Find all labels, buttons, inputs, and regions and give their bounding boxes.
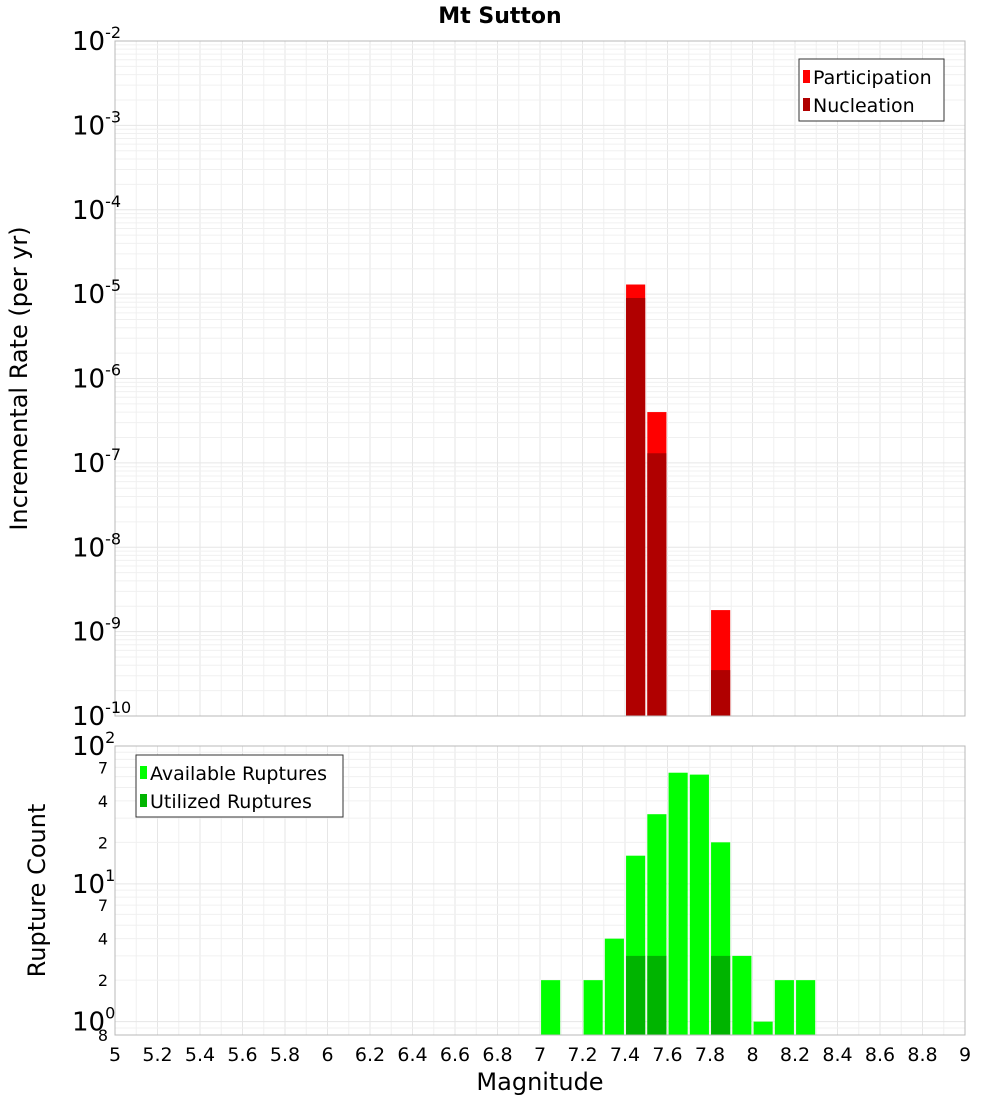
x-tick-label: 6 xyxy=(321,1044,333,1066)
y-tick-label: 10-3 xyxy=(72,107,121,141)
legend-entry: Available Ruptures xyxy=(150,763,327,785)
x-tick-label: 7 xyxy=(534,1044,546,1066)
y-tick-label: 10-6 xyxy=(72,361,121,395)
y-tick-label: 10-10 xyxy=(72,698,131,732)
bar-utilized-ruptures xyxy=(711,955,731,1035)
y-minor-tick-label: 2 xyxy=(98,971,108,990)
y-minor-tick-label: 4 xyxy=(98,930,108,949)
legend-swatch xyxy=(140,766,147,779)
x-tick-label: 8.2 xyxy=(780,1044,810,1066)
x-tick-label: 5.4 xyxy=(185,1044,215,1066)
x-tick-label: 9 xyxy=(959,1044,971,1066)
y-tick-label: 10-5 xyxy=(72,276,121,310)
legend-entry: Participation xyxy=(813,67,932,89)
y-tick-label: 10-4 xyxy=(72,192,121,226)
legend-swatch xyxy=(140,794,147,807)
x-tick-label: 8.4 xyxy=(822,1044,852,1066)
bar-nucleation xyxy=(711,670,731,716)
x-tick-label: 7.6 xyxy=(652,1044,682,1066)
y-tick-label: 101 xyxy=(72,866,115,900)
x-tick-label: 5.8 xyxy=(270,1044,300,1066)
y-minor-tick-label: 8 xyxy=(98,1026,108,1045)
bar-available-ruptures xyxy=(541,980,561,1035)
x-tick-label: 5.2 xyxy=(142,1044,172,1066)
bottom-plot-frame xyxy=(114,745,966,1036)
bar-available-ruptures xyxy=(604,938,624,1035)
x-tick-label: 7.4 xyxy=(610,1044,640,1066)
top-plot-frame xyxy=(114,40,966,717)
x-tick-label: 6.8 xyxy=(482,1044,512,1066)
y-minor-tick-label: 7 xyxy=(98,758,108,777)
x-tick-label: 5 xyxy=(109,1044,121,1066)
x-tick-label: 6.6 xyxy=(440,1044,470,1066)
x-tick-label: 8.8 xyxy=(907,1044,937,1066)
bottom-y-axis-label: Rupture Count xyxy=(23,804,51,978)
bar-available-ruptures xyxy=(668,772,688,1035)
x-tick-label: 8 xyxy=(746,1044,758,1066)
chart-title: Mt Sutton xyxy=(438,4,561,29)
legend-swatch xyxy=(803,98,810,111)
bar-nucleation xyxy=(647,453,667,716)
y-tick-label: 102 xyxy=(72,728,115,762)
bottom-plot-bars xyxy=(541,772,816,1035)
top-y-axis-label: Incremental Rate (per yr) xyxy=(5,226,33,530)
bar-available-ruptures xyxy=(583,980,603,1035)
x-tick-labels: 5 5.2 5.4 5.6 5.8 6 6.2 6.4 6.6 6.8 7 7.2 7.4 7.6 7.8 8… xyxy=(109,1044,971,1066)
legend-entry: Nucleation xyxy=(813,95,915,117)
legend-box xyxy=(798,58,945,122)
bar-available-ruptures xyxy=(689,774,709,1035)
bar-available-ruptures xyxy=(732,955,752,1035)
top-y-ticks: 10-10 10-9 10-8 10-7 10-6 10-5 10-4 10-3 10-2 xyxy=(72,23,131,732)
x-axis-label: Magnitude xyxy=(476,1068,603,1096)
x-tick-label: 5.6 xyxy=(227,1044,257,1066)
y-minor-tick-label: 2 xyxy=(98,833,108,852)
bar-nucleation xyxy=(626,297,646,716)
bar-available-ruptures xyxy=(774,980,794,1035)
y-tick-label: 10-2 xyxy=(72,23,121,57)
y-minor-tick-label: 4 xyxy=(98,792,108,811)
top-plot-bars xyxy=(626,284,731,716)
y-tick-label: 10-7 xyxy=(72,445,121,479)
x-tick-label: 6.4 xyxy=(397,1044,427,1066)
bottom-y-ticks: 100 101 102 8 2 4 7 2 4 7 xyxy=(72,728,115,1045)
x-tick-label: 7.2 xyxy=(567,1044,597,1066)
bar-utilized-ruptures xyxy=(626,955,646,1035)
legend-box xyxy=(135,754,344,818)
y-tick-label: 10-8 xyxy=(72,529,121,563)
bottom-legend: Available Ruptures Utilized Ruptures xyxy=(135,754,344,818)
y-tick-label: 100 xyxy=(72,1004,115,1038)
bar-utilized-ruptures xyxy=(647,955,667,1035)
y-tick-label: 10-9 xyxy=(72,614,121,648)
y-minor-tick-label: 7 xyxy=(98,896,108,915)
x-tick-label: 6.2 xyxy=(355,1044,385,1066)
top-plot-grid xyxy=(114,41,966,717)
bar-available-ruptures xyxy=(753,1021,773,1035)
x-tick-label: 7.8 xyxy=(695,1044,725,1066)
top-legend: Participation Nucleation xyxy=(798,58,945,122)
bottom-plot-grid xyxy=(114,745,966,1036)
legend-swatch xyxy=(803,70,810,83)
legend-entry: Utilized Ruptures xyxy=(150,791,312,813)
bar-available-ruptures xyxy=(796,980,816,1035)
x-tick-label: 8.6 xyxy=(865,1044,895,1066)
